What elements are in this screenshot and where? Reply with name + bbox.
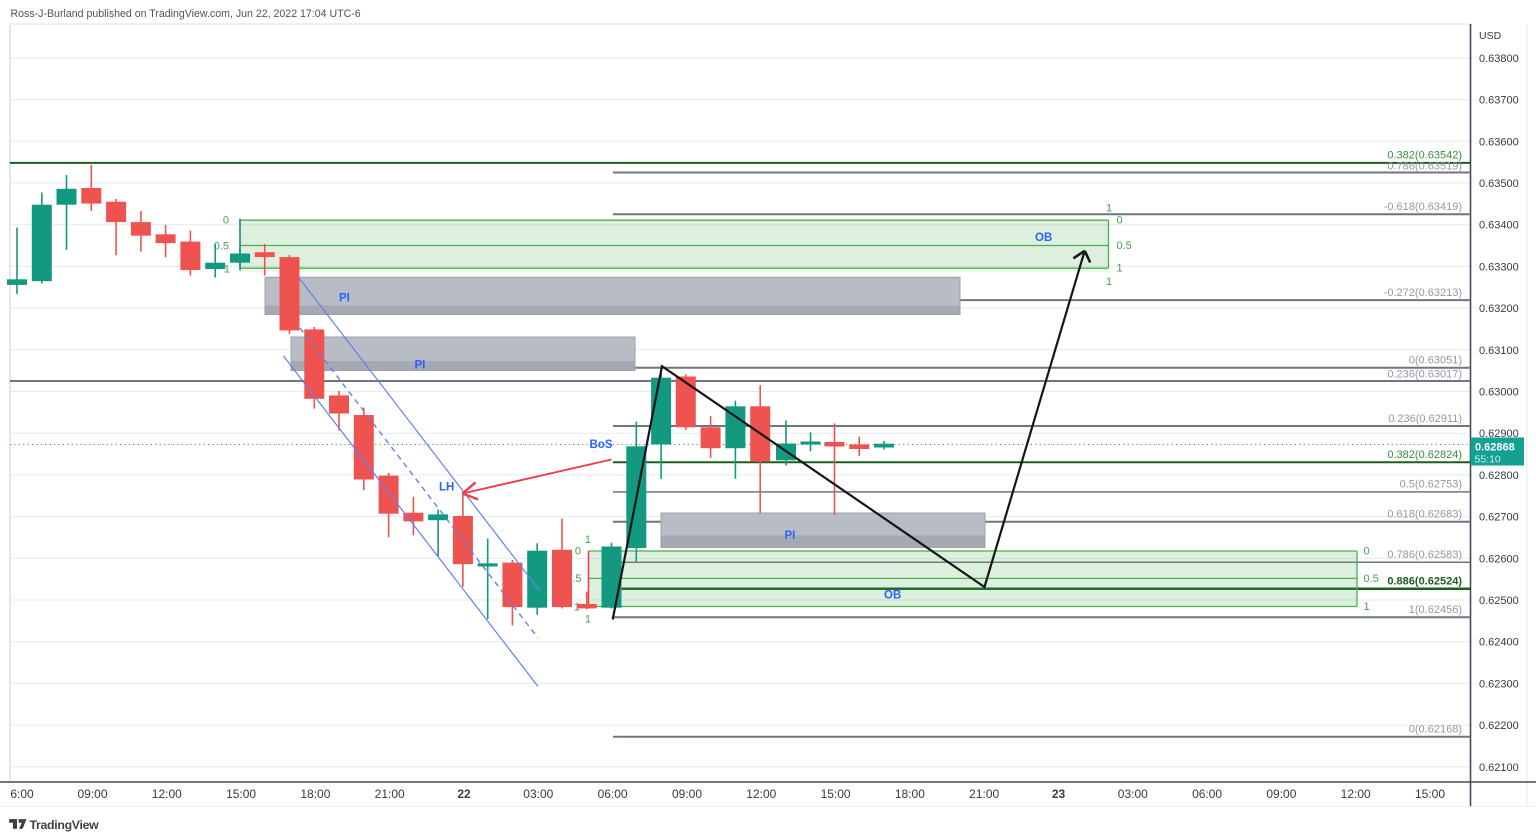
svg-text:-0.618(0.63419): -0.618(0.63419)	[1384, 201, 1462, 213]
svg-text:15:00: 15:00	[226, 787, 256, 801]
svg-text:0.62600: 0.62600	[1479, 553, 1519, 565]
svg-text:PI: PI	[785, 530, 796, 542]
svg-text:1: 1	[1106, 276, 1112, 288]
svg-text:0(0.62168): 0(0.62168)	[1409, 724, 1462, 736]
svg-text:1: 1	[224, 264, 230, 276]
svg-text:12:00: 12:00	[746, 787, 776, 801]
svg-text:21:00: 21:00	[969, 787, 999, 801]
svg-text:0.5: 0.5	[214, 240, 229, 252]
svg-text:0.62300: 0.62300	[1479, 678, 1519, 690]
svg-text:0.63800: 0.63800	[1479, 53, 1519, 65]
svg-text:PI: PI	[415, 360, 426, 372]
svg-text:18:00: 18:00	[895, 787, 925, 801]
svg-text:1: 1	[1106, 203, 1112, 215]
svg-text:0.236(0.63017): 0.236(0.63017)	[1387, 369, 1462, 381]
svg-text:0.62800: 0.62800	[1479, 470, 1519, 482]
svg-text:0.63000: 0.63000	[1479, 387, 1519, 399]
svg-text:0.382(0.62824): 0.382(0.62824)	[1387, 449, 1462, 461]
svg-text:Ross-J-Burland published on Tr: Ross-J-Burland published on TradingView.…	[11, 8, 361, 20]
svg-text:0.63100: 0.63100	[1479, 345, 1519, 357]
svg-text:0: 0	[1117, 215, 1123, 227]
svg-text:0.63500: 0.63500	[1479, 178, 1519, 190]
svg-text:0.63600: 0.63600	[1479, 136, 1519, 148]
svg-text:0.62900: 0.62900	[1479, 428, 1519, 440]
svg-text:1(0.62456): 1(0.62456)	[1409, 604, 1462, 616]
svg-text:18:00: 18:00	[300, 787, 330, 801]
svg-text:1: 1	[585, 534, 591, 546]
svg-text:0.63400: 0.63400	[1479, 220, 1519, 232]
svg-text:09:00: 09:00	[672, 787, 702, 801]
svg-text:OB: OB	[884, 590, 901, 602]
svg-text:06:00: 06:00	[598, 787, 628, 801]
svg-text:12:00: 12:00	[152, 787, 182, 801]
svg-text:0(0.63051): 0(0.63051)	[1409, 355, 1462, 367]
svg-text:0.886(0.62524): 0.886(0.62524)	[1387, 576, 1462, 588]
svg-text:15:00: 15:00	[1415, 787, 1445, 801]
svg-text:PI: PI	[339, 293, 350, 305]
svg-text:21:00: 21:00	[375, 787, 405, 801]
svg-text:0.63700: 0.63700	[1479, 95, 1519, 107]
svg-text:0.62200: 0.62200	[1479, 720, 1519, 732]
svg-text:LH: LH	[439, 482, 454, 494]
svg-text:-0.272(0.63213): -0.272(0.63213)	[1384, 287, 1462, 299]
svg-text:USD: USD	[1479, 30, 1502, 42]
svg-text:OB: OB	[1035, 232, 1052, 244]
svg-text:0: 0	[223, 215, 229, 227]
svg-text:0.5: 0.5	[1364, 573, 1379, 585]
svg-text:TradingView: TradingView	[30, 818, 100, 832]
svg-text:0.382(0.63542): 0.382(0.63542)	[1387, 150, 1462, 162]
svg-text:22: 22	[457, 787, 471, 801]
svg-text:15:00: 15:00	[821, 787, 851, 801]
svg-text:03:00: 03:00	[1118, 787, 1148, 801]
svg-text:06:00: 06:00	[1192, 787, 1222, 801]
svg-text:1: 1	[1364, 601, 1370, 613]
svg-text:0: 0	[1364, 546, 1370, 558]
svg-text:6:00: 6:00	[10, 787, 34, 801]
svg-text:09:00: 09:00	[1266, 787, 1296, 801]
svg-text:0.63200: 0.63200	[1479, 303, 1519, 315]
svg-text:BoS: BoS	[590, 439, 613, 451]
svg-text:0.62868: 0.62868	[1475, 442, 1515, 454]
svg-text:0.618(0.62683): 0.618(0.62683)	[1387, 509, 1462, 521]
svg-text:1: 1	[585, 614, 591, 626]
svg-text:0: 0	[575, 546, 581, 558]
svg-text:0.62100: 0.62100	[1479, 762, 1519, 774]
svg-text:0.62400: 0.62400	[1479, 637, 1519, 649]
svg-text:0.786(0.63519): 0.786(0.63519)	[1387, 160, 1462, 172]
svg-text:12:00: 12:00	[1341, 787, 1371, 801]
svg-text:0.62500: 0.62500	[1479, 595, 1519, 607]
svg-text:0.786(0.62583): 0.786(0.62583)	[1387, 549, 1462, 561]
svg-text:23: 23	[1052, 787, 1066, 801]
svg-text:1: 1	[1117, 263, 1123, 275]
svg-text:0.236(0.62911): 0.236(0.62911)	[1388, 413, 1462, 425]
svg-text:0.5: 0.5	[1117, 240, 1132, 252]
svg-text:0.5(0.62753): 0.5(0.62753)	[1400, 479, 1462, 491]
svg-text:09:00: 09:00	[77, 787, 107, 801]
svg-text:0.62700: 0.62700	[1479, 512, 1519, 524]
svg-text:55:10: 55:10	[1475, 454, 1501, 466]
svg-text:0.63300: 0.63300	[1479, 261, 1519, 273]
svg-text:03:00: 03:00	[523, 787, 553, 801]
